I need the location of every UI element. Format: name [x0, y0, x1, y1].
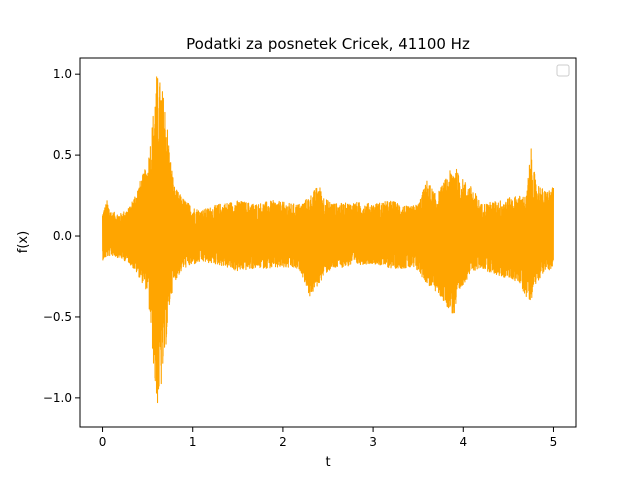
series-waveform-line — [102, 76, 554, 404]
y-tick-label: 1.0 — [53, 67, 72, 81]
x-axis-label: t — [325, 455, 330, 470]
x-tick-label: 1 — [189, 435, 197, 449]
plot-area — [102, 76, 554, 404]
legend-box — [556, 64, 570, 77]
y-axis-label: f(x) — [16, 231, 31, 253]
x-axis: 0 1 2 3 4 5 — [99, 427, 558, 449]
y-tick-label: −0.5 — [43, 310, 72, 324]
y-axis: −1.0 −0.5 0.0 0.5 1.0 — [43, 67, 80, 405]
chart-title: Podatki za posnetek Cricek, 41100 Hz — [186, 35, 470, 53]
y-tick-label: −1.0 — [43, 391, 72, 405]
x-tick-label: 4 — [459, 435, 467, 449]
y-tick-label: 0.0 — [53, 229, 72, 243]
y-tick-label: 0.5 — [53, 148, 72, 162]
x-tick-label: 2 — [279, 435, 287, 449]
x-tick-label: 0 — [99, 435, 107, 449]
x-tick-label: 3 — [369, 435, 377, 449]
plot-frame — [79, 57, 577, 428]
x-tick-label: 5 — [550, 435, 558, 449]
